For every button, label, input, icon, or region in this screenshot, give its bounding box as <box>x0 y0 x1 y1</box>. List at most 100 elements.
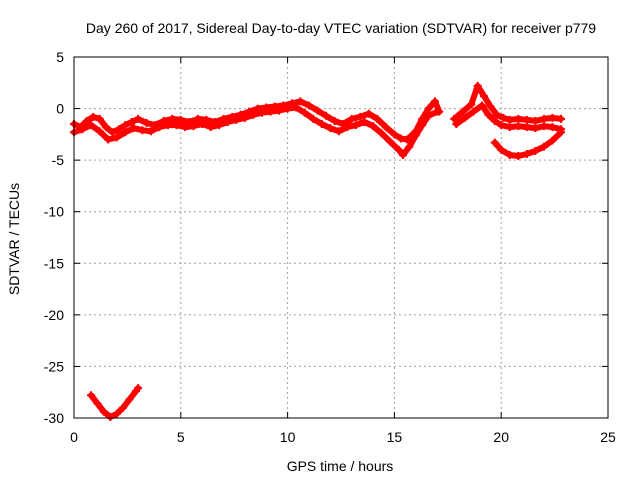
data-point <box>176 115 185 124</box>
data-point <box>129 124 138 133</box>
data-point <box>189 122 198 131</box>
data-point <box>522 149 531 158</box>
data-point <box>181 123 190 132</box>
data-point <box>108 128 117 137</box>
data-point <box>168 114 177 123</box>
data-point <box>283 104 292 113</box>
data-point <box>106 412 115 421</box>
y-tick-label: -25 <box>44 358 64 374</box>
data-point <box>480 92 489 101</box>
data-point <box>373 114 382 123</box>
data-point <box>490 138 499 147</box>
data-point <box>364 109 373 118</box>
data-point <box>557 114 566 123</box>
data-point <box>424 111 433 120</box>
data-point <box>334 127 343 136</box>
data-point <box>505 115 514 124</box>
data-point <box>514 122 523 131</box>
y-tick-label: 5 <box>56 49 64 65</box>
y-tick-label: -15 <box>44 255 64 271</box>
data-point <box>490 116 499 125</box>
data-point <box>138 126 147 135</box>
data-point <box>102 123 111 132</box>
data-point <box>531 146 540 155</box>
data-point <box>104 135 113 144</box>
data-point <box>317 120 326 129</box>
data-point <box>93 399 102 408</box>
data-point <box>467 100 476 109</box>
data-point <box>304 101 313 110</box>
data-point <box>292 103 301 112</box>
data-point <box>505 123 514 132</box>
data-point <box>381 123 390 132</box>
data-point <box>155 123 164 132</box>
data-point <box>369 122 378 131</box>
data-point <box>497 121 506 130</box>
data-point <box>99 407 108 416</box>
data-point <box>249 110 258 119</box>
data-point <box>300 108 309 117</box>
data-point <box>87 391 96 400</box>
data-point <box>223 117 232 126</box>
data-point <box>548 136 557 145</box>
data-point <box>452 120 461 129</box>
data-point <box>356 112 365 121</box>
data-point <box>499 113 508 122</box>
x-tick-label: 0 <box>70 429 78 445</box>
data-point <box>390 130 399 139</box>
data-point <box>78 125 87 134</box>
data-point <box>396 134 405 143</box>
data-point <box>309 114 318 123</box>
data-point <box>360 117 369 126</box>
data-point <box>522 115 531 124</box>
data-point <box>433 107 442 116</box>
data-point <box>531 116 540 125</box>
data-point <box>232 115 241 124</box>
grid-lines <box>74 57 608 418</box>
series-late-track-lower <box>452 101 566 134</box>
data-point <box>539 114 548 123</box>
series-low-v <box>87 384 143 421</box>
data-point <box>119 403 128 412</box>
data-point <box>424 104 433 113</box>
data-point <box>112 133 121 142</box>
y-tick-label: -10 <box>44 204 64 220</box>
series-main-track-lower <box>70 103 442 159</box>
data-point <box>82 116 91 125</box>
data-point <box>403 135 412 144</box>
data-point <box>215 121 224 130</box>
data-point <box>95 114 104 123</box>
data-point <box>193 114 202 123</box>
data-point <box>127 117 136 126</box>
data-point <box>89 112 98 121</box>
data-point <box>112 409 121 418</box>
data-point <box>492 110 501 119</box>
data-point <box>398 150 407 159</box>
data-point <box>514 114 523 123</box>
y-tick-label: -5 <box>52 152 65 168</box>
y-tick-label: 0 <box>56 101 64 117</box>
data-point <box>163 121 172 130</box>
data-point <box>266 107 275 116</box>
data-point <box>548 113 557 122</box>
data-point <box>458 107 467 116</box>
data-point <box>326 124 335 133</box>
data-point <box>430 97 439 106</box>
data-point <box>386 137 395 146</box>
data-point <box>313 106 322 115</box>
data-point <box>347 114 356 123</box>
data-point <box>87 121 96 130</box>
data-point <box>486 102 495 111</box>
data-point <box>505 150 514 159</box>
y-tick-label: -30 <box>44 410 64 426</box>
data-point <box>142 119 151 128</box>
data-point <box>539 122 548 131</box>
x-tick-label: 15 <box>387 429 403 445</box>
data-point <box>206 123 215 132</box>
series-line <box>491 129 564 159</box>
data-point <box>497 145 506 154</box>
data-point <box>134 384 143 393</box>
chart-title: Day 260 of 2017, Sidereal Day-to-day VTE… <box>86 20 596 36</box>
data-point <box>469 107 478 116</box>
data-point <box>198 120 207 129</box>
